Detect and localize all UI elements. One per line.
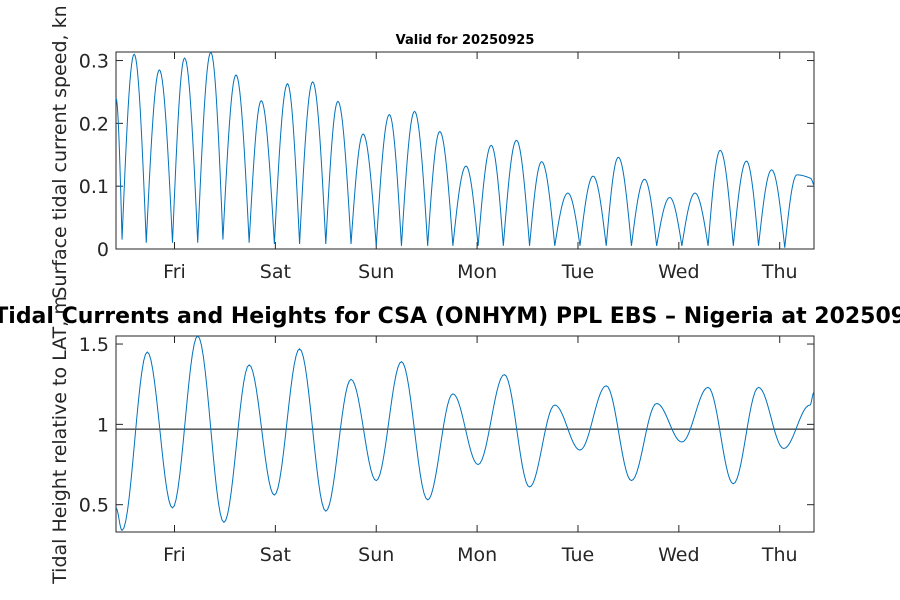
tidal-height-axes-frame: [115, 335, 815, 533]
tidal-height-x-tick-label: Wed: [658, 544, 699, 566]
current-speed-x-tick-label: Sat: [260, 261, 291, 283]
current-speed-x-tick-label: Tue: [561, 261, 594, 283]
tidal-height-chart: 0.5 1 1.5 Fri Sat Sun Mon Tue Wed Thu Tidal Heig…: [0, 296, 900, 585]
tidal-height-y-tick-label: 1.5: [79, 334, 109, 356]
current-speed-x-ticks: Fri Sat Sun Mon Tue Wed Thu: [163, 52, 798, 283]
tidal-height-x-tick-label: Sat: [260, 544, 291, 566]
current-speed-y-tick-label: 0.3: [79, 51, 109, 73]
current-speed-y-tick-label: 0: [97, 239, 109, 261]
current-speed-x-tick-label: Fri: [163, 261, 186, 283]
current-speed-x-tick-label: Sun: [358, 261, 394, 283]
current-speed-series-line: [115, 51, 815, 248]
current-speed-axes-frame: [115, 51, 815, 250]
tidal-height-x-tick-label: Sun: [358, 544, 394, 566]
tidal-height-y-ticks: 0.5 1 1.5: [79, 334, 814, 517]
tidal-height-x-tick-label: Thu: [761, 544, 798, 566]
tidal-height-x-tick-label: Fri: [163, 544, 186, 566]
tidal-height-x-tick-label: Mon: [457, 544, 497, 566]
tidal-height-y-axis-label: Tidal Height relative to LAT, m: [49, 296, 71, 585]
tidal-height-y-tick-label: 0.5: [79, 495, 109, 517]
current-speed-chart-title: Valid for 20250925: [396, 33, 535, 48]
current-speed-x-tick-label: Mon: [457, 261, 497, 283]
tidal-height-series-line: [115, 335, 815, 532]
current-speed-chart: Valid for 20250925 0 0.1 0.2 0.3 Fri Sat Sun M…: [49, 5, 815, 299]
current-speed-y-axis-label: Surface tidal current speed, kn: [49, 5, 71, 298]
current-speed-y-tick-label: 0.1: [79, 176, 109, 198]
tidal-height-chart-title: Tidal Currents and Heights for CSA (ONHY…: [0, 304, 900, 329]
current-speed-x-tick-label: Wed: [658, 261, 699, 283]
current-speed-y-tick-label: 0.2: [79, 113, 109, 135]
tidal-height-x-tick-label: Tue: [561, 544, 594, 566]
tidal-height-y-tick-label: 1: [97, 414, 109, 436]
current-speed-y-ticks: 0 0.1 0.2 0.3: [79, 51, 814, 261]
tidal-height-x-ticks: Fri Sat Sun Mon Tue Wed Thu: [163, 336, 798, 566]
current-speed-x-tick-label: Thu: [761, 261, 798, 283]
